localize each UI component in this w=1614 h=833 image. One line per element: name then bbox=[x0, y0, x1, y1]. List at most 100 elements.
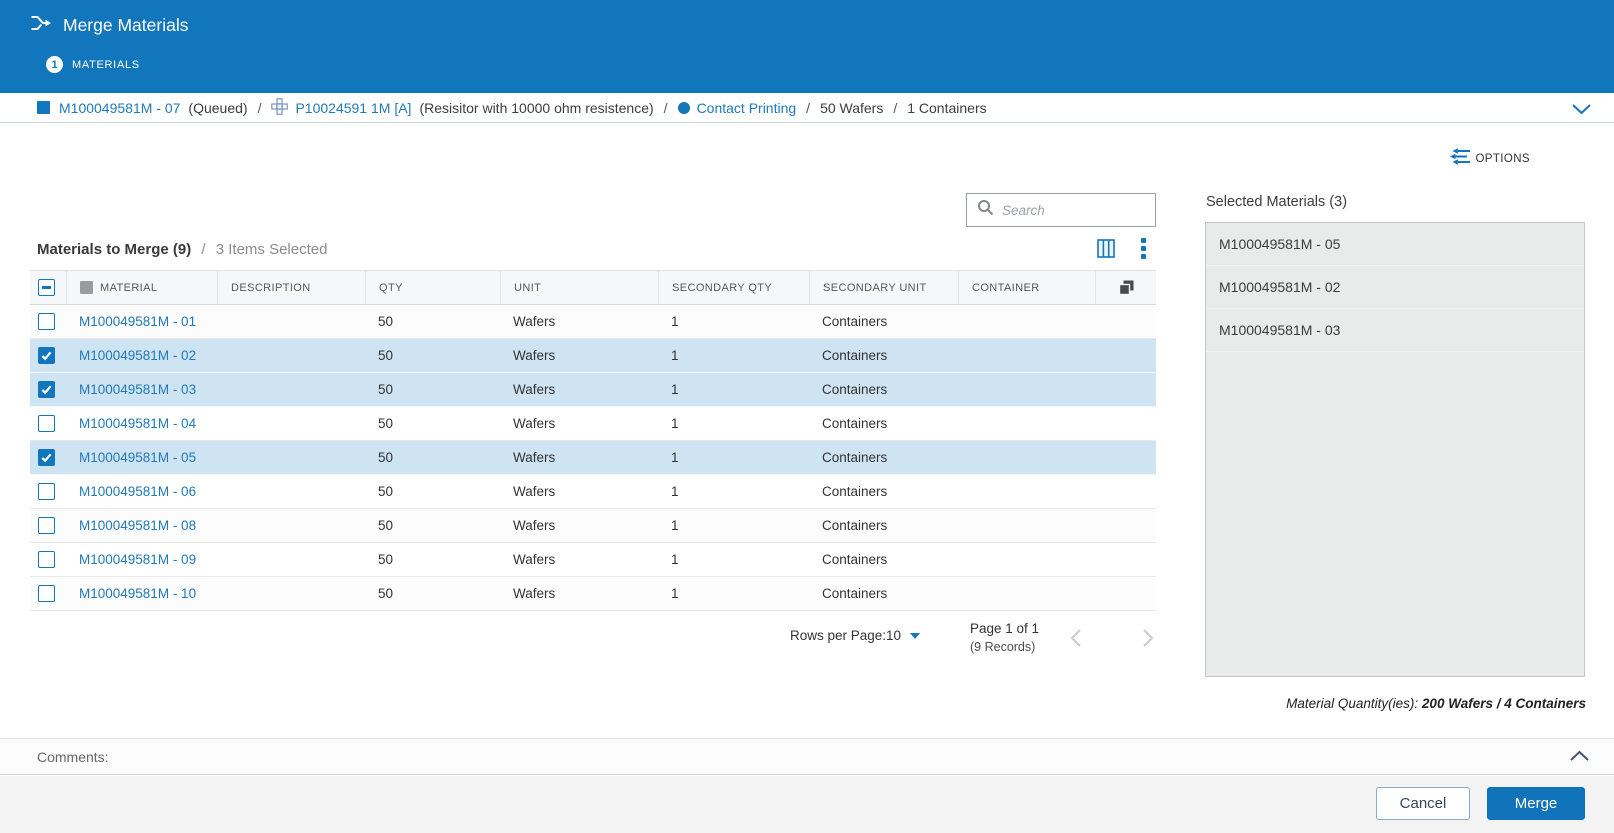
material-cell: M100049581M - 04 bbox=[66, 407, 217, 440]
material-link[interactable]: M100049581M - 08 bbox=[79, 518, 197, 533]
breadcrumb-process-link[interactable]: P10024591 1M [A] bbox=[295, 99, 412, 116]
table-row[interactable]: M100049581M - 06 50 Wafers 1 Containers bbox=[30, 475, 1156, 509]
column-header[interactable]: CONTAINER bbox=[958, 271, 1095, 304]
material-link[interactable]: M100049581M - 05 bbox=[79, 450, 197, 465]
records-label: (9 Records) bbox=[970, 640, 1036, 654]
selected-material-item[interactable]: M100049581M - 05 bbox=[1206, 223, 1584, 266]
table-row[interactable]: M100049581M - 01 50 Wafers 1 Containers bbox=[30, 305, 1156, 339]
row-checkbox[interactable] bbox=[38, 381, 55, 398]
copy-rows-icon[interactable] bbox=[1095, 271, 1156, 304]
table-row[interactable]: M100049581M - 10 50 Wafers 1 Containers bbox=[30, 577, 1156, 611]
column-header[interactable]: SECONDARY QTY bbox=[658, 271, 809, 304]
search-box[interactable] bbox=[966, 193, 1156, 227]
row-checkbox-cell[interactable] bbox=[30, 475, 66, 508]
row-checkbox[interactable] bbox=[38, 585, 55, 602]
container-cell bbox=[958, 577, 1095, 610]
table-title-row: Materials to Merge (9) / 3 Items Selecte… bbox=[37, 241, 327, 258]
selected-material-item[interactable]: M100049581M - 03 bbox=[1206, 309, 1584, 352]
qty-cell: 50 bbox=[378, 552, 394, 567]
secondary-qty-cell: 1 bbox=[671, 450, 679, 465]
material-link[interactable]: M100049581M - 01 bbox=[79, 314, 197, 329]
row-checkbox-cell[interactable] bbox=[30, 441, 66, 474]
row-checkbox-cell[interactable] bbox=[30, 543, 66, 576]
dialog-footer: Cancel Merge bbox=[0, 776, 1614, 833]
material-cell: M100049581M - 03 bbox=[66, 373, 217, 406]
breadcrumb-containers: 1 Containers bbox=[907, 99, 987, 116]
breadcrumb-step-link[interactable]: Contact Printing bbox=[696, 99, 797, 116]
column-header[interactable]: MATERIAL bbox=[66, 271, 217, 304]
breadcrumb-separator: / bbox=[257, 99, 262, 116]
collapse-chevron-icon[interactable] bbox=[1569, 749, 1590, 767]
breadcrumb-material-link[interactable]: M100049581M - 07 bbox=[59, 99, 181, 116]
row-actions-cell bbox=[1095, 543, 1156, 576]
column-header[interactable]: QTY bbox=[365, 271, 500, 304]
column-header[interactable]: UNIT bbox=[500, 271, 658, 304]
comments-section[interactable]: Comments: bbox=[0, 738, 1614, 775]
step-label: MATERIALS bbox=[72, 58, 140, 71]
material-cell: M100049581M - 05 bbox=[66, 441, 217, 474]
table-row[interactable]: M100049581M - 02 50 Wafers 1 Containers bbox=[30, 339, 1156, 373]
qty-cell: 50 bbox=[378, 484, 394, 499]
search-input[interactable] bbox=[1002, 202, 1147, 218]
previous-page-icon[interactable] bbox=[1070, 628, 1082, 653]
select-all-checkbox-cell[interactable] bbox=[30, 271, 66, 304]
material-link[interactable]: M100049581M - 09 bbox=[79, 552, 197, 567]
table-row[interactable]: M100049581M - 09 50 Wafers 1 Containers bbox=[30, 543, 1156, 577]
table-row[interactable]: M100049581M - 04 50 Wafers 1 Containers bbox=[30, 407, 1156, 441]
cancel-button[interactable]: Cancel bbox=[1376, 787, 1470, 820]
row-checkbox-cell[interactable] bbox=[30, 339, 66, 372]
material-quantity-caption: Material Quantity(ies): 200 Wafers / 4 C… bbox=[1286, 696, 1586, 711]
row-checkbox[interactable] bbox=[38, 415, 55, 432]
qty-cell: 50 bbox=[378, 518, 394, 533]
row-actions-cell bbox=[1095, 509, 1156, 542]
wizard-step-materials[interactable]: 1 MATERIALS bbox=[46, 56, 140, 73]
options-button[interactable]: OPTIONS bbox=[1450, 148, 1530, 170]
material-link[interactable]: M100049581M - 04 bbox=[79, 416, 197, 431]
description-cell bbox=[217, 577, 365, 610]
row-checkbox-cell[interactable] bbox=[30, 373, 66, 406]
selected-material-item[interactable]: M100049581M - 02 bbox=[1206, 266, 1584, 309]
row-actions-cell bbox=[1095, 339, 1156, 372]
row-checkbox[interactable] bbox=[38, 449, 55, 466]
qty-cell: 50 bbox=[378, 382, 394, 397]
row-checkbox[interactable] bbox=[38, 347, 55, 364]
row-checkbox[interactable] bbox=[38, 517, 55, 534]
material-link[interactable]: M100049581M - 03 bbox=[79, 382, 197, 397]
table-row[interactable]: M100049581M - 05 50 Wafers 1 Containers bbox=[30, 441, 1156, 475]
secondary-qty-cell: 1 bbox=[671, 518, 679, 533]
options-label: OPTIONS bbox=[1475, 153, 1530, 165]
row-checkbox-cell[interactable] bbox=[30, 577, 66, 610]
breadcrumb-expand-chevron-icon[interactable] bbox=[1571, 102, 1592, 118]
row-checkbox-cell[interactable] bbox=[30, 305, 66, 338]
row-checkbox[interactable] bbox=[38, 551, 55, 568]
next-page-icon[interactable] bbox=[1142, 628, 1154, 653]
more-actions-kebab-icon[interactable] bbox=[1141, 238, 1146, 259]
row-actions-cell bbox=[1095, 441, 1156, 474]
selected-materials-title: Selected Materials (3) bbox=[1206, 194, 1348, 210]
merge-button[interactable]: Merge bbox=[1487, 787, 1585, 820]
comments-label: Comments: bbox=[37, 748, 109, 765]
table-row[interactable]: M100049581M - 08 50 Wafers 1 Containers bbox=[30, 509, 1156, 543]
row-checkbox-cell[interactable] bbox=[30, 509, 66, 542]
material-link[interactable]: M100049581M - 10 bbox=[79, 586, 197, 601]
description-cell bbox=[217, 475, 365, 508]
unit-cell: Wafers bbox=[513, 416, 556, 431]
manage-columns-icon[interactable] bbox=[1097, 239, 1115, 263]
rows-per-page-dropdown[interactable]: Rows per Page:10 bbox=[790, 628, 921, 643]
secondary-qty-cell: 1 bbox=[671, 552, 679, 567]
material-link[interactable]: M100049581M - 02 bbox=[79, 348, 197, 363]
row-checkbox-cell[interactable] bbox=[30, 407, 66, 440]
row-checkbox[interactable] bbox=[38, 483, 55, 500]
search-icon bbox=[977, 199, 994, 221]
material-link[interactable]: M100049581M - 06 bbox=[79, 484, 197, 499]
select-all-checkbox[interactable] bbox=[38, 279, 55, 296]
materials-table: MATERIAL DESCRIPTION QTY UNIT SECONDARY QTY S… bbox=[30, 270, 1156, 611]
row-checkbox[interactable] bbox=[38, 313, 55, 330]
table-row[interactable]: M100049581M - 03 50 Wafers 1 Containers bbox=[30, 373, 1156, 407]
secondary-unit-cell: Containers bbox=[822, 348, 888, 363]
rows-per-page-label: Rows per Page:10 bbox=[790, 628, 902, 643]
row-actions-cell bbox=[1095, 577, 1156, 610]
column-header[interactable]: SECONDARY UNIT bbox=[809, 271, 958, 304]
selected-materials-list: M100049581M - 05 M100049581M - 02 M1000495… bbox=[1205, 222, 1585, 677]
column-header[interactable]: DESCRIPTION bbox=[217, 271, 365, 304]
